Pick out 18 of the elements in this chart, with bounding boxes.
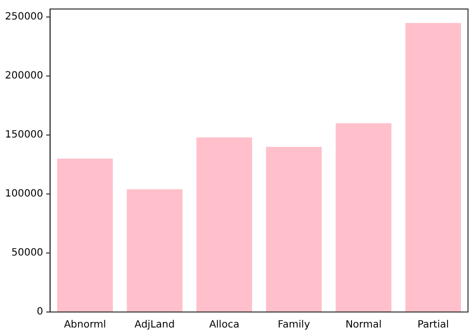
y-tick-label: 100000 — [4, 188, 44, 200]
bar — [196, 137, 252, 312]
bar — [336, 123, 392, 312]
x-tick-label: Family — [278, 320, 310, 331]
bar — [266, 146, 322, 312]
x-tick-label: Abnorml — [64, 320, 106, 331]
bar — [57, 158, 113, 312]
y-tick-label: 150000 — [4, 130, 44, 141]
x-tick-label: Alloca — [209, 320, 240, 331]
x-tick-label: AdjLand — [134, 320, 175, 331]
x-tick-label: Partial — [417, 320, 449, 331]
y-tick-label: 250000 — [4, 12, 44, 23]
x-tick-label: Normal — [345, 320, 382, 331]
y-tick-label: 50000 — [11, 248, 44, 259]
bar — [405, 22, 462, 312]
y-tick-label: 200000 — [4, 70, 44, 82]
y-tick-label: 0 — [36, 306, 44, 318]
bar — [126, 189, 182, 312]
